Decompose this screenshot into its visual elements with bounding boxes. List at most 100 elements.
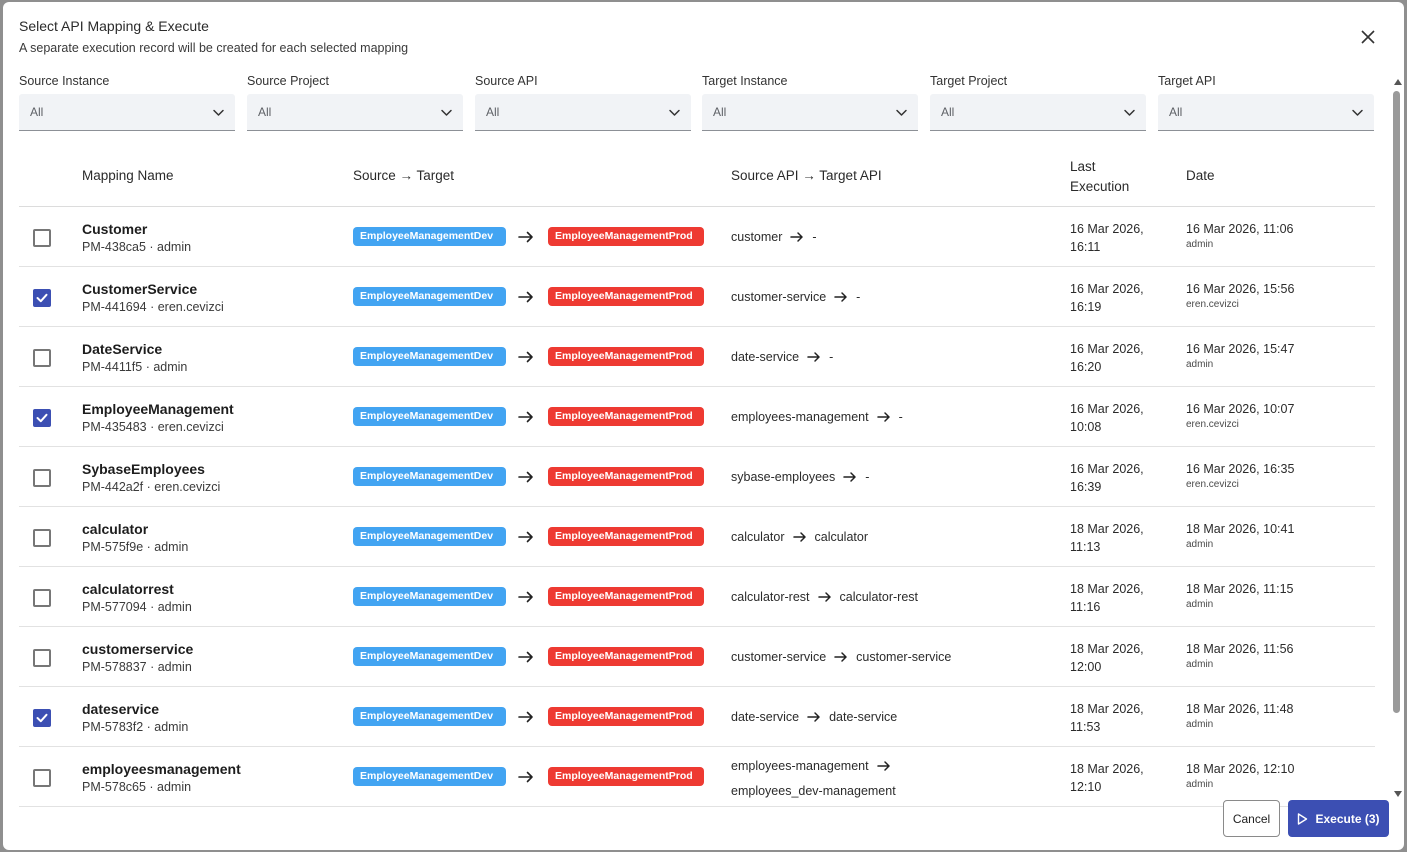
target-instance-chip: EmployeeManagementProd [548, 407, 704, 426]
filter-value: All [713, 105, 727, 119]
source-instance-chip: EmployeeManagementDev [353, 527, 506, 546]
source-instance-chip: EmployeeManagementDev [353, 647, 506, 666]
arrow-right-icon [842, 469, 858, 485]
mapping-meta: PM-438ca5 · admin [82, 240, 192, 254]
source-instance-chip: EmployeeManagementDev [353, 227, 506, 246]
target-api: - [898, 410, 903, 424]
target-instance-chip: EmployeeManagementProd [548, 647, 704, 666]
api-mapping: calculator calculator [731, 529, 868, 545]
filter-select[interactable]: All [247, 94, 463, 131]
row-checkbox[interactable] [33, 469, 51, 487]
source-api: calculator-rest [731, 590, 810, 604]
filter-value: All [486, 105, 500, 119]
filter-label: Target API [1158, 74, 1216, 88]
last-execution: 16 Mar 2026, 16:11 [1070, 222, 1144, 254]
filter-select[interactable]: All [1158, 94, 1374, 131]
api-mapping: customer-service - [731, 289, 860, 305]
target-instance-chip: EmployeeManagementProd [548, 467, 704, 486]
arrow-right-icon [517, 288, 535, 306]
table-row[interactable]: EmployeeManagement PM-435483 · eren.ceviz… [19, 387, 1375, 447]
execute-button[interactable]: Execute (3) [1288, 800, 1389, 837]
filter-select[interactable]: All [702, 94, 918, 131]
filter-label: Source Project [247, 74, 329, 88]
date-user: eren.cevizci [1186, 419, 1239, 430]
mapping-meta: PM-578837 · admin [82, 660, 192, 674]
table-body: Customer PM-438ca5 · admin EmployeeManagem… [19, 207, 1375, 807]
table-row[interactable]: customerservice PM-578837 · admin Employee… [19, 627, 1375, 687]
date-user: admin [1186, 239, 1214, 250]
scroll-down-arrow-icon[interactable] [1394, 791, 1402, 797]
mapping-name: employeesmanagement [82, 761, 241, 777]
row-checkbox[interactable] [33, 289, 51, 307]
row-checkbox[interactable] [33, 409, 51, 427]
api-mapping: date-service date-service [731, 709, 897, 725]
last-execution: 16 Mar 2026, 16:19 [1070, 282, 1144, 314]
filter-select[interactable]: All [930, 94, 1146, 131]
table-row[interactable]: calculator PM-575f9e · admin EmployeeManag… [19, 507, 1375, 567]
table-row[interactable]: DateService PM-4411f5 · admin EmployeeMana… [19, 327, 1375, 387]
mapping-meta: PM-575f9e · admin [82, 540, 189, 554]
row-checkbox[interactable] [33, 529, 51, 547]
row-checkbox[interactable] [33, 769, 51, 787]
row-checkbox[interactable] [33, 349, 51, 367]
arrow-right-icon [876, 409, 892, 425]
scrollbar-thumb[interactable] [1393, 91, 1400, 713]
date: 18 Mar 2026, 10:41 [1186, 522, 1295, 536]
target-instance-chip: EmployeeManagementProd [548, 347, 704, 366]
api-mapping: employees-management [731, 758, 892, 774]
target-api: customer-service [856, 650, 952, 664]
table-row[interactable]: SybaseEmployees PM-442a2f · eren.cevizci E… [19, 447, 1375, 507]
filter-5: Target API All [1158, 73, 1374, 131]
target-instance-chip: EmployeeManagementProd [548, 587, 704, 606]
table-header: Mapping Name Source → Target Source API … [19, 149, 1375, 207]
close-icon [1361, 30, 1375, 44]
table-row[interactable]: calculatorrest PM-577094 · admin EmployeeM… [19, 567, 1375, 627]
source-api: customer [731, 230, 783, 244]
last-execution: 18 Mar 2026, 12:10 [1070, 762, 1144, 794]
filter-select[interactable]: All [475, 94, 691, 131]
date-user: eren.cevizci [1186, 479, 1239, 490]
scroll-up-arrow-icon[interactable] [1394, 79, 1402, 85]
table-row[interactable]: CustomerService PM-441694 · eren.cevizci E… [19, 267, 1375, 327]
cancel-button[interactable]: Cancel [1223, 800, 1280, 837]
close-button[interactable] [1358, 27, 1378, 47]
date-user: admin [1186, 719, 1214, 730]
table-row[interactable]: employeesmanagement PM-578c65 · admin Empl… [19, 747, 1375, 807]
api-mapping: customer-service customer-service [731, 649, 951, 665]
row-checkbox[interactable] [33, 649, 51, 667]
select-api-mapping-dialog: Select API Mapping & Execute A separate … [3, 2, 1404, 850]
table-row[interactable]: Customer PM-438ca5 · admin EmployeeManagem… [19, 207, 1375, 267]
arrow-right-icon [833, 649, 849, 665]
check-icon [36, 413, 48, 423]
chevron-down-icon [1352, 109, 1363, 116]
filter-value: All [30, 105, 44, 119]
row-checkbox[interactable] [33, 229, 51, 247]
arrow-right-icon [833, 289, 849, 305]
date: 16 Mar 2026, 11:06 [1186, 222, 1294, 236]
date: 18 Mar 2026, 11:48 [1186, 702, 1294, 716]
chevron-down-icon [896, 109, 907, 116]
row-checkbox[interactable] [33, 589, 51, 607]
table-row[interactable]: dateservice PM-5783f2 · admin EmployeeMana… [19, 687, 1375, 747]
date: 18 Mar 2026, 12:10 [1186, 762, 1295, 776]
source-instance-chip: EmployeeManagementDev [353, 347, 506, 366]
date-user: admin [1186, 359, 1214, 370]
api-mapping: customer - [731, 229, 817, 245]
arrow-right-icon [806, 709, 822, 725]
arrow-right-icon [517, 228, 535, 246]
target-api: - [865, 470, 870, 484]
last-execution: 18 Mar 2026, 12:00 [1070, 642, 1144, 674]
last-execution: 16 Mar 2026, 16:39 [1070, 462, 1144, 494]
mapping-name: EmployeeManagement [82, 401, 234, 417]
target-api: - [829, 350, 834, 364]
chevron-down-icon [213, 109, 224, 116]
source-api: sybase-employees [731, 470, 836, 484]
api-mapping: sybase-employees - [731, 469, 869, 485]
last-execution: 18 Mar 2026, 11:53 [1070, 702, 1144, 734]
row-checkbox[interactable] [33, 709, 51, 727]
last-execution: 16 Mar 2026, 16:20 [1070, 342, 1144, 374]
filter-select[interactable]: All [19, 94, 235, 131]
filter-value: All [258, 105, 272, 119]
source-instance-chip: EmployeeManagementDev [353, 467, 506, 486]
arrow-right-icon [876, 758, 892, 774]
